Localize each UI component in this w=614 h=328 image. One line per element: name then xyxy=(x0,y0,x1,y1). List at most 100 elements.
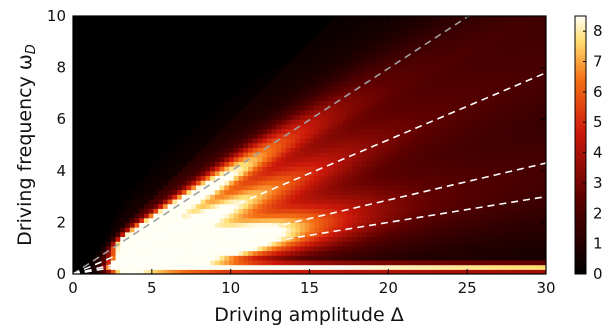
heatmap-cell xyxy=(503,100,509,106)
heatmap-cell xyxy=(271,119,277,125)
heatmap-cell xyxy=(191,264,197,270)
heatmap-cell xyxy=(238,95,244,102)
heatmap-cell xyxy=(304,203,311,209)
heatmap-cell xyxy=(541,25,546,31)
heatmap-cell xyxy=(413,30,419,36)
heatmap-cell xyxy=(314,147,320,153)
heatmap-cell xyxy=(484,222,490,228)
heatmap-cell xyxy=(172,184,178,191)
heatmap-cell xyxy=(413,269,419,274)
heatmap-cell xyxy=(489,208,495,214)
heatmap-cell xyxy=(295,95,301,102)
heatmap-cell xyxy=(172,259,178,266)
guide-line-3 xyxy=(73,162,546,274)
heatmap-cell xyxy=(441,20,448,26)
heatmap-cell xyxy=(205,119,211,125)
heatmap-cell xyxy=(366,58,372,64)
heatmap-cell xyxy=(441,231,448,238)
heatmap-cell xyxy=(389,166,396,172)
heatmap-cell xyxy=(517,236,523,242)
heatmap-cell xyxy=(512,16,519,22)
heatmap-cell xyxy=(300,222,306,228)
heatmap-cell xyxy=(356,269,363,274)
heatmap-cell xyxy=(531,100,538,106)
heatmap-cell xyxy=(451,198,457,205)
heatmap-cell xyxy=(252,227,259,233)
heatmap-cell xyxy=(314,250,320,256)
heatmap-cell xyxy=(229,147,235,153)
heatmap-cell xyxy=(484,128,490,134)
heatmap-cell xyxy=(541,166,546,172)
heatmap-cell xyxy=(503,119,509,125)
heatmap-cell xyxy=(342,245,348,252)
heatmap-cell xyxy=(214,217,221,223)
heatmap-cell xyxy=(522,30,528,36)
heatmap-cell xyxy=(134,217,140,223)
heatmap-cell xyxy=(508,86,514,92)
heatmap-cell xyxy=(337,231,344,238)
heatmap-cell xyxy=(195,198,202,205)
heatmap-cell xyxy=(404,198,410,205)
heatmap-cell xyxy=(361,198,367,205)
heatmap-cell xyxy=(493,166,500,172)
heatmap-cell xyxy=(408,175,415,181)
heatmap-cell xyxy=(366,175,372,181)
heatmap-cell xyxy=(389,236,396,242)
heatmap-cell xyxy=(318,137,325,144)
heatmap-cell xyxy=(191,269,197,274)
heatmap-cell xyxy=(503,217,509,223)
heatmap-cell xyxy=(370,39,377,45)
heatmap-cell xyxy=(489,170,495,177)
heatmap-cell xyxy=(527,198,533,205)
heatmap-cell xyxy=(271,189,277,195)
heatmap-cell xyxy=(181,142,188,148)
heatmap-cell xyxy=(177,194,183,200)
heatmap-cell xyxy=(205,175,211,181)
heatmap-cell xyxy=(143,208,150,214)
heatmap-cell xyxy=(361,123,367,130)
heatmap-cell xyxy=(257,217,263,223)
heatmap-cell xyxy=(470,259,476,266)
heatmap-cell xyxy=(210,222,216,228)
heatmap-cell xyxy=(399,72,405,78)
heatmap-cell xyxy=(460,53,467,59)
heatmap-cell xyxy=(460,114,467,120)
heatmap-cell xyxy=(441,95,448,102)
heatmap-cell xyxy=(281,161,287,167)
heatmap-cell xyxy=(404,161,410,167)
heatmap-cell xyxy=(418,213,424,219)
heatmap-cell xyxy=(285,76,292,83)
heatmap-cell xyxy=(541,86,546,92)
heatmap-cell xyxy=(366,72,372,78)
heatmap-cell xyxy=(328,81,334,87)
heatmap-cell xyxy=(323,95,330,102)
heatmap-cell xyxy=(134,231,140,238)
heatmap-cell xyxy=(110,231,117,238)
heatmap-cell xyxy=(489,213,495,219)
heatmap-cell xyxy=(517,137,523,144)
heatmap-cell xyxy=(484,142,490,148)
heatmap-cell xyxy=(252,81,259,87)
heatmap-cell xyxy=(252,213,259,219)
heatmap-cell xyxy=(318,231,325,238)
heatmap-cell xyxy=(527,170,533,177)
heatmap-cell xyxy=(352,142,358,148)
heatmap-cell xyxy=(460,123,467,130)
heatmap-cell xyxy=(229,189,235,195)
heatmap-cell xyxy=(361,184,367,191)
heatmap-cell xyxy=(262,152,268,158)
heatmap-cell xyxy=(441,137,448,144)
heatmap-cell xyxy=(352,189,358,195)
heatmap-cell xyxy=(281,91,287,97)
heatmap-cell xyxy=(441,100,448,106)
heatmap-cell xyxy=(323,30,330,36)
heatmap-cell xyxy=(167,156,173,163)
heatmap-cell xyxy=(129,250,136,256)
heatmap-cell xyxy=(248,259,254,266)
heatmap-cell xyxy=(262,91,268,97)
heatmap-cell xyxy=(404,86,410,92)
heatmap-cell xyxy=(366,137,372,144)
heatmap-cell xyxy=(427,72,434,78)
heatmap-cell xyxy=(304,81,311,87)
heatmap-cell xyxy=(342,16,348,22)
